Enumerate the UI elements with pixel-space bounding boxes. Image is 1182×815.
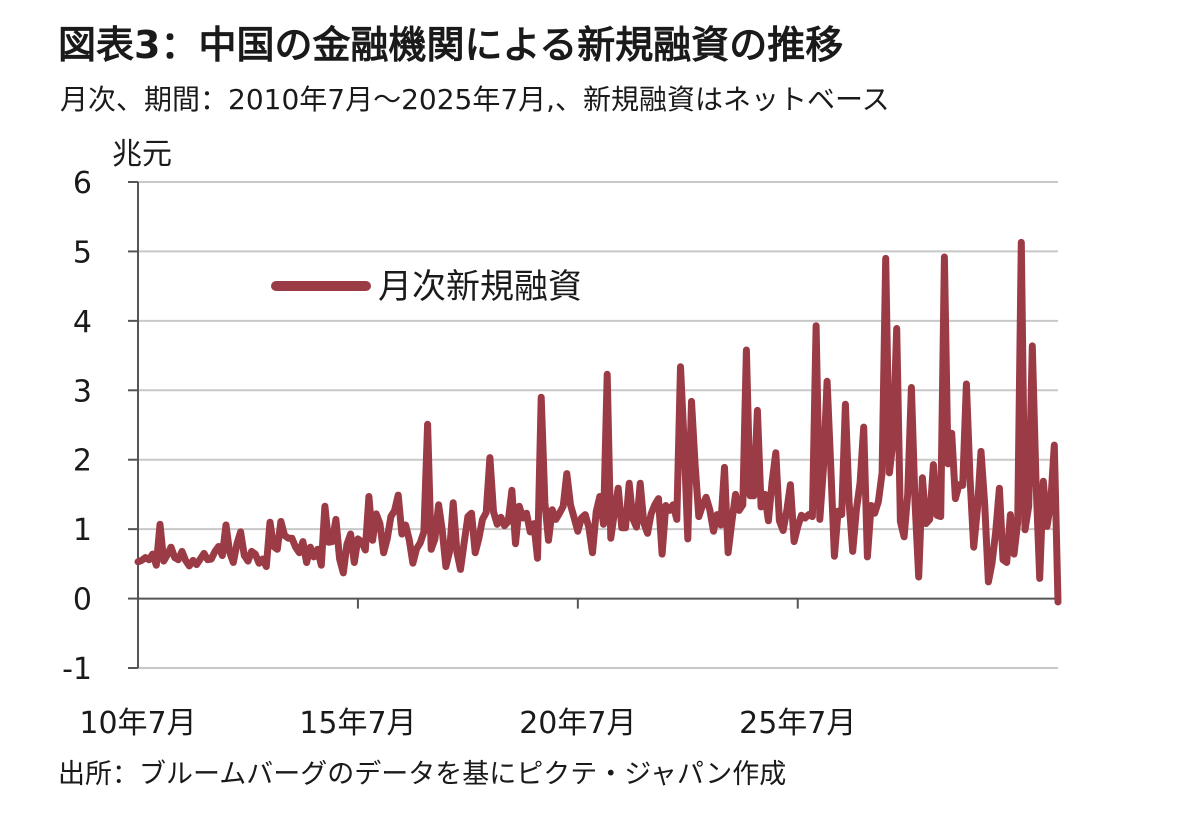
grid-lines [138, 181, 1058, 669]
x-tick-label: 20年7月 [519, 706, 636, 741]
legend-label: 月次新規融資 [378, 267, 582, 307]
y-tick-label: 2 [73, 444, 92, 479]
x-tick-label: 15年7月 [299, 706, 416, 741]
y-tick-label: 6 [73, 166, 92, 201]
x-tick-label: 10年7月 [79, 706, 196, 741]
legend: 月次新規融資 [271, 267, 582, 307]
x-axis-ticks: 10年7月 15年7月 20年7月 25年7月 [79, 598, 856, 741]
y-tick-label: 1 [73, 513, 92, 548]
chart-subtitle: 月次、期間：2010年7月～2025年7月,、新規融資はネットベース [60, 83, 890, 116]
chart-title: 図表3：中国の金融機関による新規融資の推移 [58, 23, 844, 67]
y-tick-label: 5 [73, 235, 92, 270]
y-tick-label: -1 [62, 652, 92, 687]
series-line [134, 238, 1062, 606]
x-tick-label: 25年7月 [739, 706, 856, 741]
y-tick-label: 3 [73, 374, 92, 409]
series-monthly-new-loans [134, 238, 1062, 606]
source-note: 出所：ブルームバーグのデータを基にピクテ・ジャパン作成 [58, 759, 787, 790]
y-tick-label: 0 [73, 583, 92, 618]
y-axis-unit-label: 兆元 [112, 137, 172, 172]
y-axis-ticks: 6 5 4 3 2 1 0 -1 [62, 166, 138, 687]
y-tick-label: 4 [73, 305, 92, 340]
axes [137, 182, 1058, 668]
